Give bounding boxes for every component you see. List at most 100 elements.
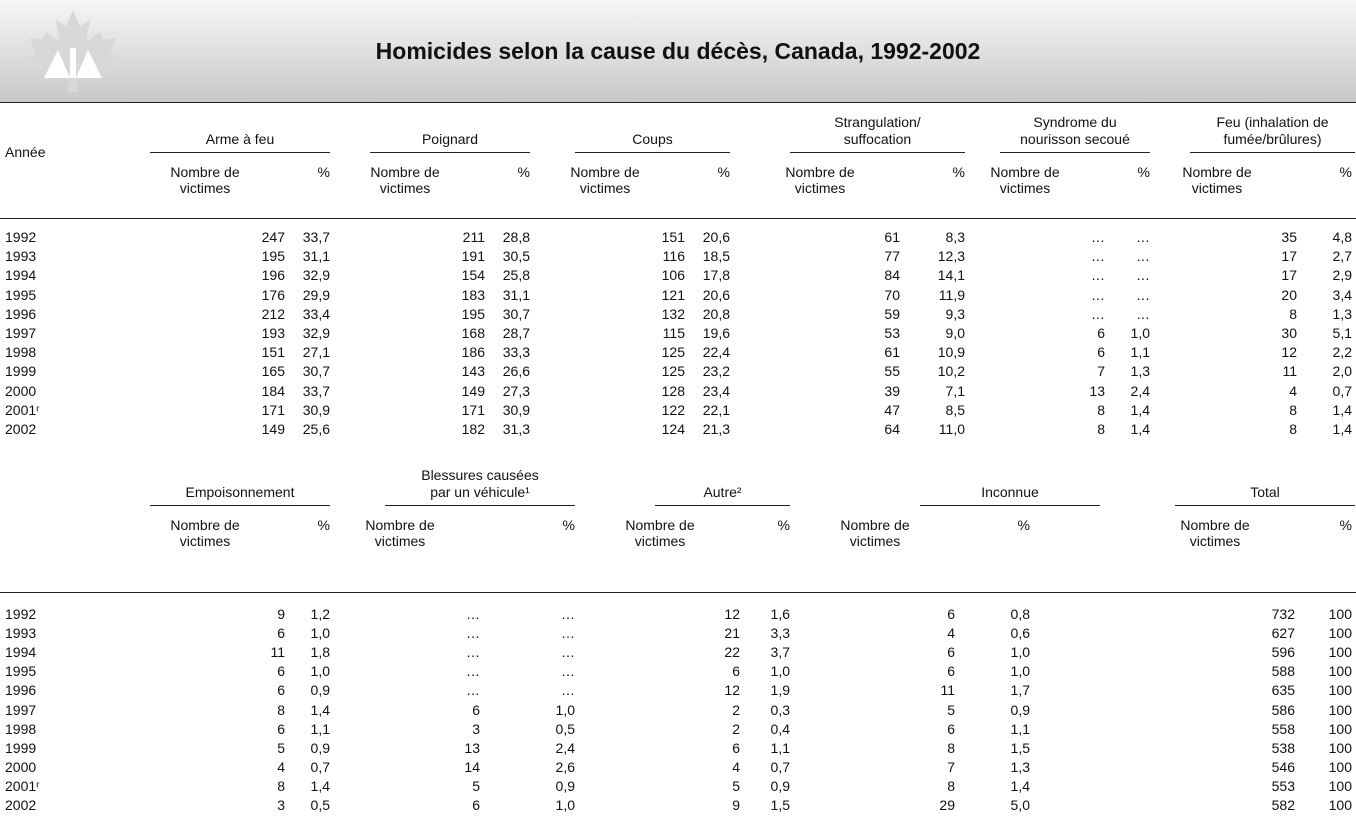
percent: … bbox=[561, 682, 575, 699]
year: 1994 bbox=[5, 644, 37, 661]
percent: 0,9 bbox=[555, 777, 575, 794]
count: 4 bbox=[1289, 382, 1297, 399]
count: 20 bbox=[1281, 286, 1297, 303]
percent: 28,7 bbox=[502, 325, 530, 341]
rule bbox=[1190, 152, 1355, 153]
count: 39 bbox=[884, 382, 900, 399]
year: 2002 bbox=[5, 421, 37, 437]
count: 6 bbox=[947, 663, 955, 680]
count: 588 bbox=[1271, 663, 1295, 680]
percent: 27,1 bbox=[302, 344, 330, 361]
count: … bbox=[466, 625, 480, 642]
count: 8 bbox=[1289, 305, 1297, 322]
column-header: % bbox=[777, 517, 790, 533]
group-header: Inconnue bbox=[920, 459, 1100, 501]
percent: 8,5 bbox=[945, 401, 965, 418]
column-header: Nombre de victimes bbox=[785, 164, 855, 196]
count: 8 bbox=[947, 739, 955, 756]
count: 6 bbox=[947, 720, 955, 737]
header-band bbox=[0, 0, 1356, 102]
count: 6 bbox=[277, 663, 285, 680]
percent: 1,9 bbox=[770, 682, 790, 699]
column-header: % bbox=[1339, 517, 1352, 533]
count: … bbox=[466, 682, 480, 699]
count: 558 bbox=[1271, 720, 1295, 737]
count: 64 bbox=[884, 421, 900, 437]
percent: 1,7 bbox=[1010, 682, 1030, 699]
count: 12 bbox=[724, 606, 740, 622]
percent: 1,1 bbox=[1130, 344, 1150, 361]
count: 4 bbox=[732, 758, 740, 775]
count: 11 bbox=[270, 644, 285, 661]
count: 143 bbox=[461, 363, 485, 380]
count: 5 bbox=[732, 777, 740, 794]
percent: 100 bbox=[1328, 777, 1352, 794]
percent: 32,9 bbox=[302, 267, 330, 284]
group-name: Blessures causées par un véhicule¹ bbox=[421, 467, 539, 500]
count: 30 bbox=[1281, 325, 1297, 341]
percent: 100 bbox=[1328, 701, 1352, 718]
count: 171 bbox=[461, 401, 485, 418]
column-header: % bbox=[952, 164, 965, 180]
group-name: Strangulation/ suffocation bbox=[834, 114, 921, 147]
count: 6 bbox=[1097, 325, 1105, 341]
count: 11 bbox=[940, 682, 955, 699]
percent: 1,6 bbox=[770, 606, 790, 622]
count: 7 bbox=[1097, 363, 1105, 380]
count: 6 bbox=[472, 797, 480, 813]
group-header: Coups bbox=[575, 106, 730, 148]
percent: 30,7 bbox=[302, 363, 330, 380]
rule bbox=[0, 592, 1356, 593]
count: 122 bbox=[661, 401, 685, 418]
year: 1998 bbox=[5, 720, 37, 737]
percent: 25,6 bbox=[302, 421, 330, 437]
percent: 26,6 bbox=[502, 363, 530, 380]
percent: 1,0 bbox=[555, 701, 575, 718]
percent: 12,3 bbox=[937, 248, 965, 265]
percent: 18,5 bbox=[702, 248, 730, 265]
group-name: Arme à feu bbox=[205, 131, 275, 147]
percent: 1,1 bbox=[1010, 720, 1030, 737]
percent: 100 bbox=[1328, 682, 1352, 699]
percent: 30,9 bbox=[502, 401, 530, 418]
count: 184 bbox=[261, 382, 285, 399]
year: 1996 bbox=[5, 305, 37, 322]
percent: 33,7 bbox=[302, 229, 330, 245]
count: 582 bbox=[1271, 797, 1295, 813]
percent: … bbox=[1136, 229, 1150, 245]
percent: 2,4 bbox=[1130, 382, 1150, 399]
rule bbox=[1175, 505, 1355, 506]
count: 29 bbox=[939, 797, 955, 813]
rule bbox=[385, 505, 575, 506]
count: 6 bbox=[732, 739, 740, 756]
percent: … bbox=[561, 606, 575, 622]
count: 149 bbox=[461, 382, 485, 399]
percent: 0,4 bbox=[770, 720, 790, 737]
year: 1995 bbox=[5, 286, 37, 303]
count: 149 bbox=[261, 421, 285, 437]
percent: 23,4 bbox=[702, 382, 730, 399]
column-header: Nombre de victimes bbox=[990, 164, 1060, 196]
count: 14 bbox=[464, 758, 480, 775]
count: 168 bbox=[461, 325, 485, 341]
group-header: Feu (inhalation de fumée/brûlures) bbox=[1190, 106, 1355, 148]
year: 2000 bbox=[5, 382, 37, 399]
percent: … bbox=[1136, 286, 1150, 303]
column-header: % bbox=[1017, 517, 1030, 533]
percent: 0,7 bbox=[310, 758, 330, 775]
count: 553 bbox=[1271, 777, 1295, 794]
group-header: Poignard bbox=[370, 106, 530, 148]
count: … bbox=[1091, 286, 1105, 303]
percent: 1,3 bbox=[1332, 305, 1352, 322]
percent: 2,0 bbox=[1332, 363, 1352, 380]
group-name: Empoisonnement bbox=[185, 484, 295, 500]
count: 183 bbox=[461, 286, 485, 303]
column-header: % bbox=[317, 164, 330, 180]
group-header: Empoisonnement bbox=[150, 459, 330, 501]
percent: 1,4 bbox=[1130, 401, 1150, 418]
count: 596 bbox=[1271, 644, 1295, 661]
rule bbox=[575, 152, 730, 153]
count: 22 bbox=[724, 644, 740, 661]
percent: 31,1 bbox=[502, 286, 530, 303]
percent: 8,3 bbox=[945, 229, 965, 245]
